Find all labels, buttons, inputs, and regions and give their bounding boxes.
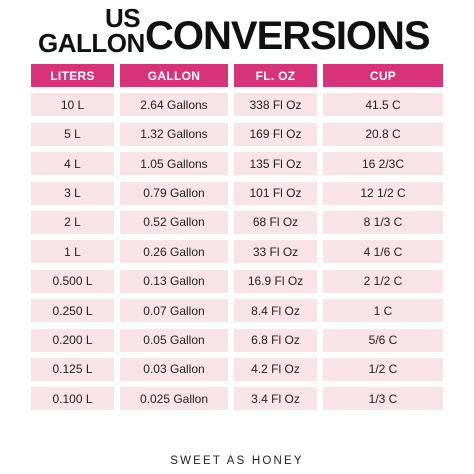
cell-liters: 3 L: [31, 181, 114, 205]
table-row: 5 L 1.32 Gallons 169 Fl Oz 20.8 C: [31, 122, 443, 146]
table-row: 10 L 2.64 Gallons 338 Fl Oz 41.5 C: [31, 93, 443, 117]
page-title: US GALLON CONVERSIONS: [0, 0, 474, 62]
cell-liters: 0.200 L: [31, 328, 114, 352]
cell-cup: 16 2/3C: [323, 152, 443, 176]
table-row: 2 L 0.52 Gallon 68 Fl Oz 8 1/3 C: [31, 210, 443, 234]
cell-cup: 20.8 C: [323, 122, 443, 146]
cell-liters: 0.500 L: [31, 269, 114, 293]
cell-fl-oz: 135 Fl Oz: [234, 152, 317, 176]
cell-fl-oz: 33 Fl Oz: [234, 240, 317, 264]
cell-fl-oz: 6.8 Fl Oz: [234, 328, 317, 352]
cell-liters: 4 L: [31, 152, 114, 176]
conversion-table: LITERS GALLON FL. OZ CUP 10 L 2.64 Gallon…: [31, 64, 443, 417]
cell-cup: 12 1/2 C: [323, 181, 443, 205]
header-liters: LITERS: [31, 64, 114, 87]
cell-cup: 2 1/2 C: [323, 269, 443, 293]
cell-fl-oz: 169 Fl Oz: [234, 122, 317, 146]
cell-fl-oz: 4.2 Fl Oz: [234, 357, 317, 381]
cell-cup: 8 1/3 C: [323, 210, 443, 234]
header-cup: CUP: [323, 64, 443, 87]
cell-gallon: 0.26 Gallon: [120, 240, 228, 264]
cell-liters: 2 L: [31, 210, 114, 234]
cell-gallon: 0.03 Gallon: [120, 357, 228, 381]
title-us: US: [105, 3, 141, 33]
cell-liters: 0.100 L: [31, 387, 114, 411]
cell-gallon: 1.32 Gallons: [120, 122, 228, 146]
cell-gallon: 0.52 Gallon: [120, 210, 228, 234]
header-gallon: GALLON: [120, 64, 228, 87]
table-header-row: LITERS GALLON FL. OZ CUP: [31, 64, 443, 87]
table-row: 4 L 1.05 Gallons 135 Fl Oz 16 2/3C: [31, 152, 443, 176]
cell-fl-oz: 3.4 Fl Oz: [234, 387, 317, 411]
cell-fl-oz: 101 Fl Oz: [234, 181, 317, 205]
table-row: 1 L 0.26 Gallon 33 Fl Oz 4 1/6 C: [31, 240, 443, 264]
table-row: 0.100 L 0.025 Gallon 3.4 Fl Oz 1/3 C: [31, 387, 443, 411]
brand-footer: SWEET AS HONEY: [170, 455, 304, 467]
cell-gallon: 0.07 Gallon: [120, 299, 228, 323]
cell-cup: 1/3 C: [323, 387, 443, 411]
table-row: 0.125 L 0.03 Gallon 4.2 Fl Oz 1/2 C: [31, 357, 443, 381]
cell-cup: 1/2 C: [323, 357, 443, 381]
title-conversions: CONVERSIONS: [145, 14, 431, 58]
cell-fl-oz: 8.4 Fl Oz: [234, 299, 317, 323]
table-row: 3 L 0.79 Gallon 101 Fl Oz 12 1/2 C: [31, 181, 443, 205]
cell-fl-oz: 16.9 Fl Oz: [234, 269, 317, 293]
cell-liters: 10 L: [31, 93, 114, 117]
title-gallon: GALLON: [38, 28, 145, 58]
cell-gallon: 0.05 Gallon: [120, 328, 228, 352]
cell-gallon: 2.64 Gallons: [120, 93, 228, 117]
cell-gallon: 0.79 Gallon: [120, 181, 228, 205]
cell-liters: 0.125 L: [31, 357, 114, 381]
header-fl-oz: FL. OZ: [234, 64, 317, 87]
cell-cup: 41.5 C: [323, 93, 443, 117]
cell-liters: 5 L: [31, 122, 114, 146]
cell-gallon: 0.025 Gallon: [120, 387, 228, 411]
cell-gallon: 1.05 Gallons: [120, 152, 228, 176]
table-row: 0.250 L 0.07 Gallon 8.4 Fl Oz 1 C: [31, 299, 443, 323]
cell-fl-oz: 338 Fl Oz: [234, 93, 317, 117]
cell-cup: 5/6 C: [323, 328, 443, 352]
cell-liters: 1 L: [31, 240, 114, 264]
cell-cup: 1 C: [323, 299, 443, 323]
table-row: 0.200 L 0.05 Gallon 6.8 Fl Oz 5/6 C: [31, 328, 443, 352]
cell-fl-oz: 68 Fl Oz: [234, 210, 317, 234]
table-row: 0.500 L 0.13 Gallon 16.9 Fl Oz 2 1/2 C: [31, 269, 443, 293]
cell-gallon: 0.13 Gallon: [120, 269, 228, 293]
table-body: 10 L 2.64 Gallons 338 Fl Oz 41.5 C 5 L 1.32 G…: [31, 93, 443, 411]
cell-cup: 4 1/6 C: [323, 240, 443, 264]
cell-liters: 0.250 L: [31, 299, 114, 323]
